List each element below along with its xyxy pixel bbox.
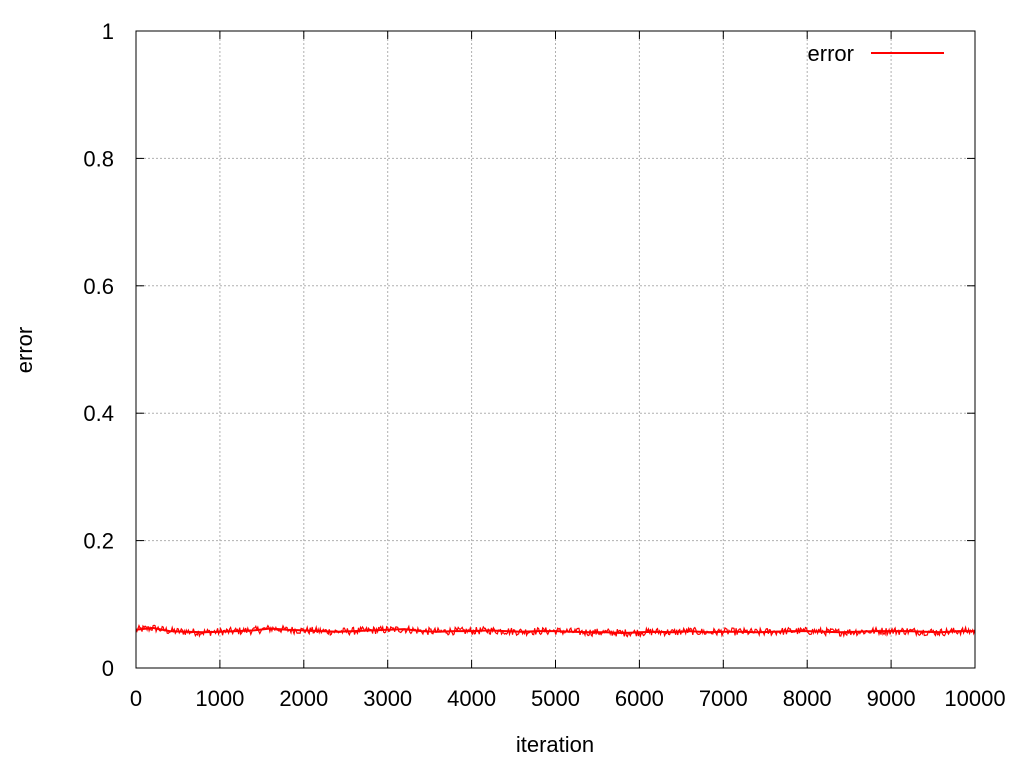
x-tick-label: 5000 — [531, 686, 580, 711]
x-tick-label: 7000 — [699, 686, 748, 711]
x-tick-label: 10000 — [944, 686, 1005, 711]
y-tick-label: 0.2 — [83, 529, 114, 554]
series-noise-trace — [135, 623, 976, 638]
tick-labels: 0 1000 2000 3000 4000 5000 6000 7000 8000 9000 100… — [83, 19, 1005, 711]
x-tick-label: 3000 — [363, 686, 412, 711]
axis-ticks — [135, 30, 976, 669]
x-tick-label: 8000 — [783, 686, 832, 711]
y-tick-label: 1 — [102, 19, 114, 44]
grid — [136, 31, 975, 668]
legend: error — [808, 41, 944, 66]
series-layer — [135, 623, 976, 638]
x-tick-label: 9000 — [867, 686, 916, 711]
y-axis-title: error — [12, 327, 37, 373]
x-tick-label: 1000 — [195, 686, 244, 711]
y-tick-label: 0.6 — [83, 274, 114, 299]
y-tick-label: 0.8 — [83, 146, 114, 171]
x-tick-label: 0 — [130, 686, 142, 711]
x-tick-label: 2000 — [279, 686, 328, 711]
x-tick-label: 4000 — [447, 686, 496, 711]
y-tick-label: 0 — [102, 656, 114, 681]
x-axis-title: iteration — [516, 732, 594, 757]
y-tick-label: 0.4 — [83, 401, 114, 426]
legend-label-error: error — [808, 41, 854, 66]
x-tick-label: 6000 — [615, 686, 664, 711]
